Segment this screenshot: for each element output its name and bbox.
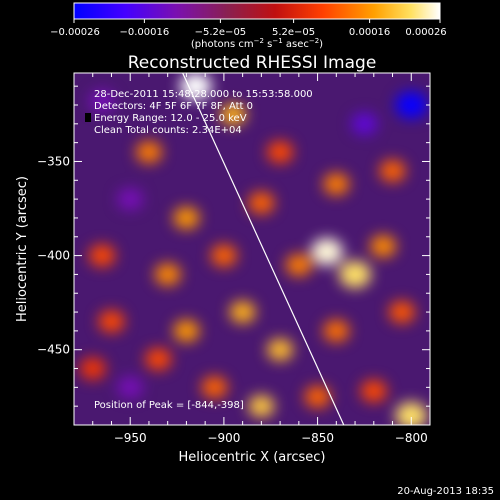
plot-frame — [73, 72, 431, 426]
heatmap-cell — [201, 376, 228, 399]
heatmap-cell — [117, 376, 144, 399]
y-tick-label: −450 — [37, 343, 70, 357]
y-axis: −450 −400 −350 — [37, 85, 430, 407]
heatmap-cell — [370, 235, 397, 258]
colorbar-ticks: −0.00026 −0.00016 −5.2e−05 5.2e−05 0.00016 0.… — [50, 19, 447, 38]
x-axis-title: Heliocentric X (arcsec) — [179, 450, 326, 465]
colorbar: −0.00026 −0.00016 −5.2e−05 5.2e−05 0.00016 0.… — [50, 2, 447, 50]
heatmap-cell — [179, 73, 212, 100]
colorbar-tick-label: 0.00026 — [405, 27, 446, 38]
chart-title: Reconstructed RHESSI Image — [128, 53, 377, 73]
heatmap-cell — [173, 319, 200, 342]
plot-area — [74, 73, 430, 425]
heatmap-cell — [360, 380, 387, 403]
x-tick-label: −950 — [114, 431, 147, 445]
annotation-time: 28-Dec-2011 15:48:28.000 to 15:53:58.000 — [94, 89, 313, 100]
heatmap-cell — [248, 191, 275, 214]
heatmap-cell — [89, 90, 116, 113]
heatmap-layer — [79, 73, 428, 425]
annotation-detectors: Detectors: 4F 5F 6F 7F 8F, Att 0 — [94, 101, 253, 112]
footer-timestamp: 20-Aug-2013 18:35 — [397, 486, 494, 497]
heatmap-cell — [323, 319, 350, 342]
colorbar-tick-label: 5.2e−05 — [272, 27, 315, 38]
heatmap-cell — [351, 112, 378, 135]
heatmap-cell — [395, 401, 428, 425]
annotation-block: 28-Dec-2011 15:48:28.000 to 15:53:58.000… — [85, 89, 313, 411]
heatmap-cell — [267, 338, 294, 361]
heatmap-cell — [229, 301, 256, 324]
heatmap-cell — [310, 238, 343, 266]
heatmap-cell — [135, 141, 162, 164]
colorbar-tick-label: 0.00016 — [349, 27, 390, 38]
y-tick-label: −350 — [37, 154, 70, 168]
energy-marker — [85, 113, 91, 122]
heatmap-cell — [323, 173, 350, 196]
colorbar-unit: (photons cm−2 s−1 asec−2) — [191, 37, 323, 50]
y-tick-label: −400 — [37, 249, 70, 263]
x-tick-label: −900 — [207, 431, 240, 445]
colorbar-tick-label: −0.00026 — [50, 27, 100, 38]
annotation-energy: Energy Range: 12.0 - 25.0 keV — [94, 113, 247, 124]
heatmap-cell — [388, 301, 415, 324]
x-tick-label: −850 — [301, 431, 334, 445]
x-axis: −950 −900 −850 −800 — [92, 73, 431, 445]
heatmap-cell — [285, 253, 312, 277]
heatmap-cell — [79, 357, 106, 380]
colorbar-tick-label: −0.00016 — [120, 27, 170, 38]
heatmap-cell — [89, 244, 116, 267]
colorbar-gradient — [73, 2, 441, 20]
heatmap-cell — [220, 103, 247, 126]
y-axis-title: Heliocentric Y (arcsec) — [15, 176, 30, 322]
heatmap-cell — [117, 188, 144, 211]
x-tick-label: −800 — [395, 431, 428, 445]
heatmap-cell — [248, 395, 275, 418]
annotation-peak: Position of Peak = [-844,-398] — [94, 400, 244, 411]
limb-line — [182, 73, 345, 425]
colorbar-tick-label: −5.2e−05 — [195, 27, 247, 38]
heatmap-cell — [210, 244, 237, 267]
heatmap-cell — [145, 348, 172, 371]
heatmap-cell — [154, 263, 181, 286]
heatmap-cell — [379, 159, 406, 182]
heatmap-cell — [304, 385, 331, 408]
heatmap-cell — [173, 206, 200, 229]
heatmap-cell — [98, 310, 125, 333]
heatmap-cell — [339, 260, 372, 289]
heatmap-cell — [267, 141, 294, 164]
heatmap-cell — [395, 91, 428, 119]
annotation-clean: Clean Total counts: 2.34E+04 — [94, 125, 242, 136]
